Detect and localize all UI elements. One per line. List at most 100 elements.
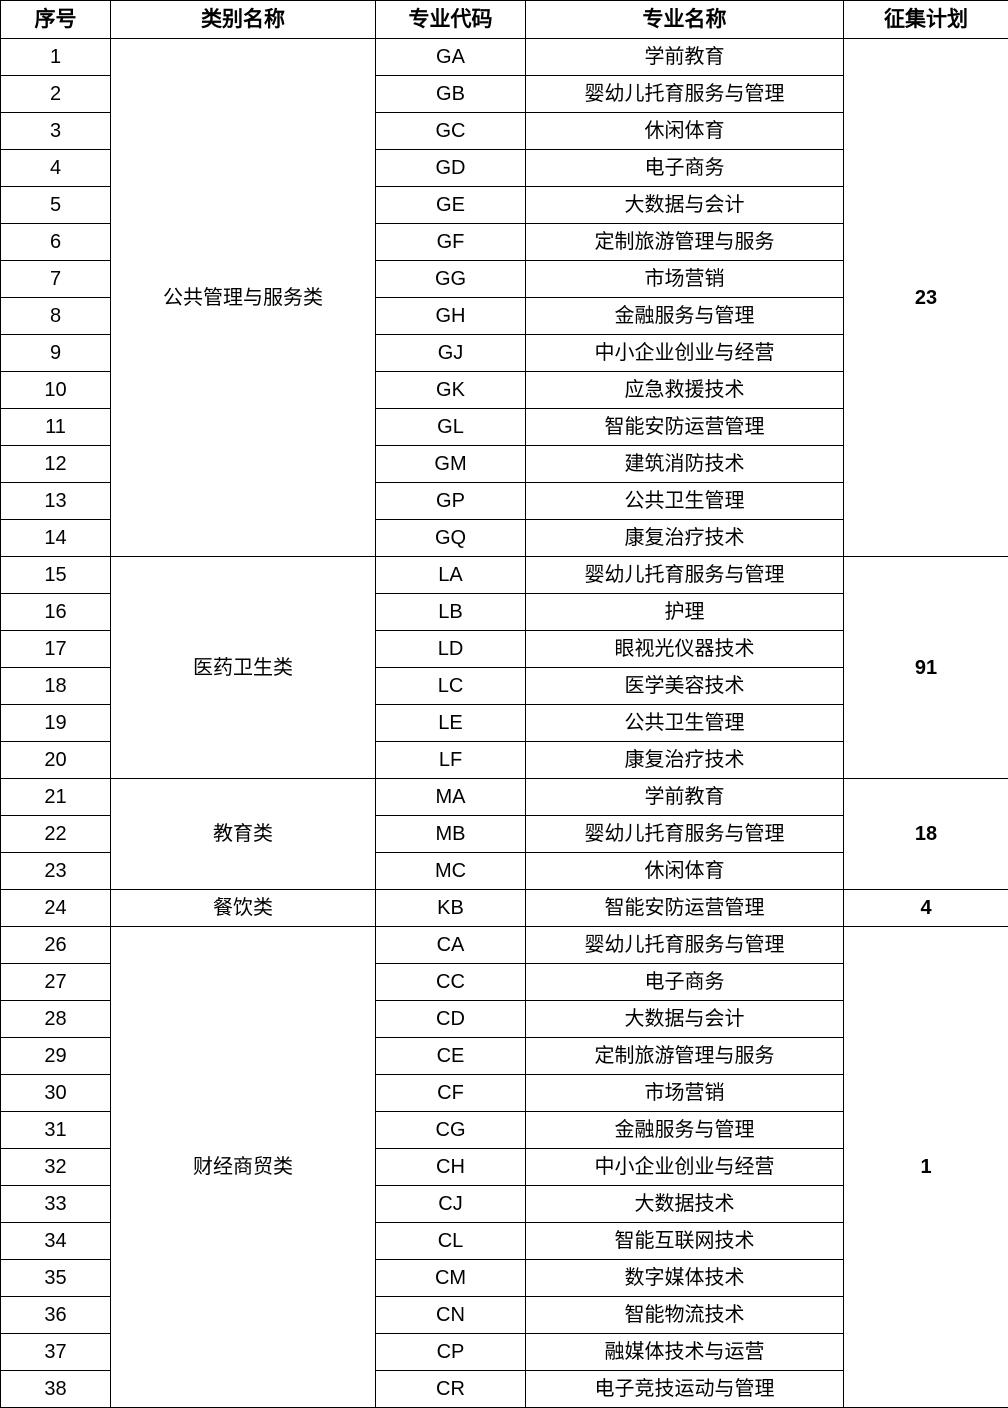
cell-code: GB [376, 76, 526, 113]
cell-name: 智能安防运营管理 [526, 409, 844, 446]
cell-name: 智能安防运营管理 [526, 890, 844, 927]
cell-code: GM [376, 446, 526, 483]
table-header-row: 序号 类别名称 专业代码 专业名称 征集计划 [1, 1, 1008, 39]
cell-name: 电子商务 [526, 150, 844, 187]
cell-seq: 35 [1, 1260, 111, 1297]
cell-code: GJ [376, 335, 526, 372]
cell-code: KB [376, 890, 526, 927]
cell-code: CE [376, 1038, 526, 1075]
cell-name: 中小企业创业与经营 [526, 335, 844, 372]
cell-seq: 12 [1, 446, 111, 483]
cell-name: 建筑消防技术 [526, 446, 844, 483]
cell-name: 智能互联网技术 [526, 1223, 844, 1260]
cell-name: 金融服务与管理 [526, 1112, 844, 1149]
cell-code: MA [376, 779, 526, 816]
cell-name: 康复治疗技术 [526, 742, 844, 779]
cell-seq: 11 [1, 409, 111, 446]
cell-code: LE [376, 705, 526, 742]
cell-seq: 1 [1, 39, 111, 76]
cell-seq: 37 [1, 1334, 111, 1371]
cell-name: 电子商务 [526, 964, 844, 1001]
table-row: 1公共管理与服务类GA学前教育23 [1, 39, 1008, 76]
cell-name: 智能物流技术 [526, 1297, 844, 1334]
cell-name: 公共卫生管理 [526, 705, 844, 742]
cell-code: CD [376, 1001, 526, 1038]
cell-code: LD [376, 631, 526, 668]
cell-seq: 16 [1, 594, 111, 631]
cell-plan: 18 [844, 779, 1008, 890]
cell-seq: 18 [1, 668, 111, 705]
cell-name: 应急救援技术 [526, 372, 844, 409]
cell-code: GE [376, 187, 526, 224]
cell-name: 婴幼儿托育服务与管理 [526, 816, 844, 853]
cell-code: LA [376, 557, 526, 594]
cell-seq: 6 [1, 224, 111, 261]
cell-plan: 1 [844, 927, 1008, 1408]
cell-name: 学前教育 [526, 39, 844, 76]
cell-name: 学前教育 [526, 779, 844, 816]
cell-code: CP [376, 1334, 526, 1371]
cell-code: LB [376, 594, 526, 631]
cell-seq: 34 [1, 1223, 111, 1260]
cell-code: GP [376, 483, 526, 520]
cell-name: 市场营销 [526, 1075, 844, 1112]
cell-code: MB [376, 816, 526, 853]
cell-name: 大数据技术 [526, 1186, 844, 1223]
cell-seq: 9 [1, 335, 111, 372]
enrollment-plan-table: 序号 类别名称 专业代码 专业名称 征集计划 1公共管理与服务类GA学前教育23… [0, 0, 1008, 1408]
cell-code: GQ [376, 520, 526, 557]
cell-code: GK [376, 372, 526, 409]
cell-code: GF [376, 224, 526, 261]
cell-name: 定制旅游管理与服务 [526, 224, 844, 261]
cell-code: GH [376, 298, 526, 335]
cell-name: 融媒体技术与运营 [526, 1334, 844, 1371]
cell-name: 婴幼儿托育服务与管理 [526, 557, 844, 594]
cell-name: 大数据与会计 [526, 187, 844, 224]
cell-category: 教育类 [111, 779, 376, 890]
table-row: 21教育类MA学前教育18 [1, 779, 1008, 816]
cell-name: 公共卫生管理 [526, 483, 844, 520]
cell-name: 婴幼儿托育服务与管理 [526, 927, 844, 964]
cell-seq: 29 [1, 1038, 111, 1075]
cell-seq: 5 [1, 187, 111, 224]
cell-code: GC [376, 113, 526, 150]
cell-name: 大数据与会计 [526, 1001, 844, 1038]
cell-seq: 19 [1, 705, 111, 742]
col-header-code: 专业代码 [376, 1, 526, 39]
cell-plan: 23 [844, 39, 1008, 557]
cell-category: 财经商贸类 [111, 927, 376, 1408]
cell-category: 医药卫生类 [111, 557, 376, 779]
cell-code: CG [376, 1112, 526, 1149]
cell-seq: 7 [1, 261, 111, 298]
cell-name: 数字媒体技术 [526, 1260, 844, 1297]
cell-seq: 13 [1, 483, 111, 520]
cell-seq: 27 [1, 964, 111, 1001]
col-header-cat: 类别名称 [111, 1, 376, 39]
cell-seq: 20 [1, 742, 111, 779]
cell-name: 休闲体育 [526, 113, 844, 150]
cell-seq: 10 [1, 372, 111, 409]
cell-code: CN [376, 1297, 526, 1334]
cell-code: GG [376, 261, 526, 298]
table-row: 26财经商贸类CA婴幼儿托育服务与管理1 [1, 927, 1008, 964]
cell-seq: 22 [1, 816, 111, 853]
cell-category: 餐饮类 [111, 890, 376, 927]
cell-name: 婴幼儿托育服务与管理 [526, 76, 844, 113]
cell-seq: 38 [1, 1371, 111, 1408]
table-row: 24餐饮类KB智能安防运营管理4 [1, 890, 1008, 927]
cell-name: 护理 [526, 594, 844, 631]
cell-name: 金融服务与管理 [526, 298, 844, 335]
cell-seq: 23 [1, 853, 111, 890]
cell-code: GD [376, 150, 526, 187]
cell-seq: 28 [1, 1001, 111, 1038]
table-row: 15医药卫生类LA婴幼儿托育服务与管理91 [1, 557, 1008, 594]
cell-seq: 33 [1, 1186, 111, 1223]
cell-name: 市场营销 [526, 261, 844, 298]
cell-name: 眼视光仪器技术 [526, 631, 844, 668]
col-header-seq: 序号 [1, 1, 111, 39]
cell-code: LF [376, 742, 526, 779]
cell-seq: 3 [1, 113, 111, 150]
cell-seq: 32 [1, 1149, 111, 1186]
cell-code: CF [376, 1075, 526, 1112]
cell-seq: 14 [1, 520, 111, 557]
